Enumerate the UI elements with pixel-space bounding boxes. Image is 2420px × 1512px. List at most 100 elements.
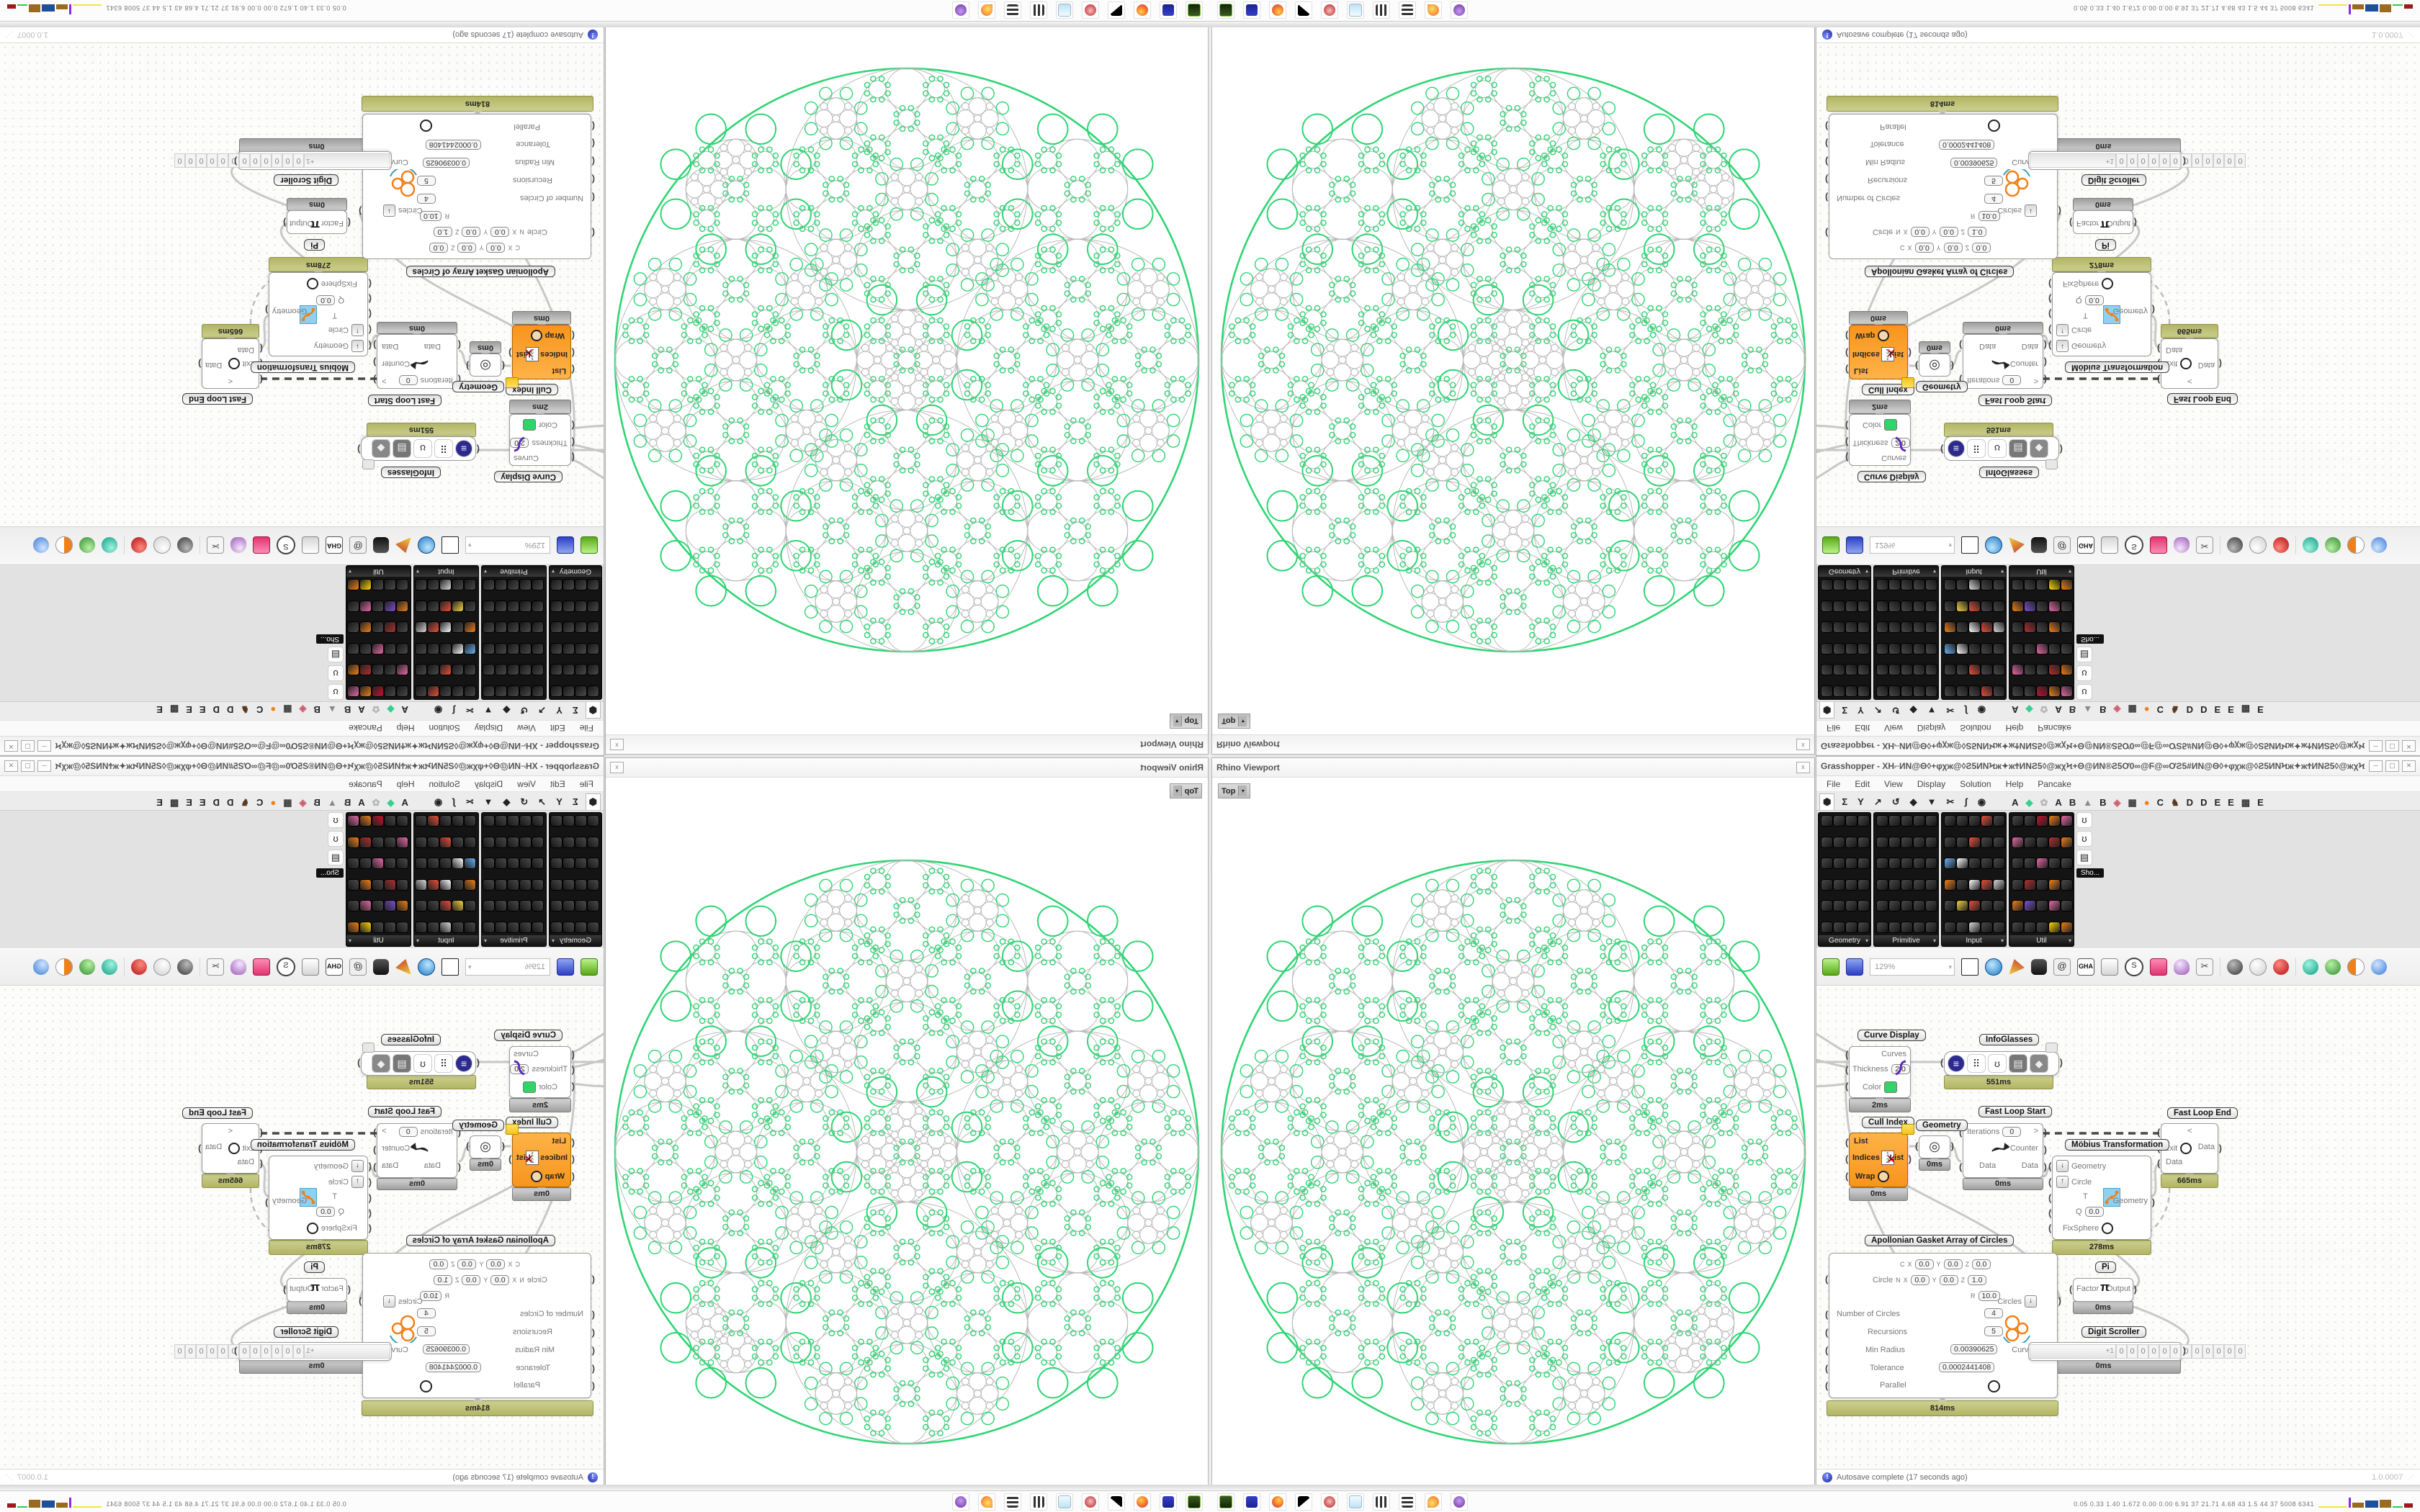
component-icon[interactable] — [1888, 921, 1901, 933]
palette-icon-grid[interactable] — [2009, 577, 2074, 699]
chevron-down-icon[interactable]: ▾ — [1173, 786, 1182, 796]
taskbar-icon-console-green[interactable] — [1217, 1, 1234, 19]
palette-footer[interactable]: Input — [414, 935, 478, 946]
component-icon[interactable] — [2036, 900, 2048, 912]
tab-sets[interactable]: Y — [556, 705, 563, 716]
tab-surface[interactable]: ◆ — [503, 796, 511, 807]
palette-icon-grid[interactable] — [1942, 577, 2006, 699]
component-icon[interactable] — [1833, 600, 1845, 612]
min-radius-value[interactable]: 0.00390625 — [1950, 1344, 1998, 1354]
recursions-value[interactable]: 5 — [417, 176, 436, 186]
component-icon[interactable] — [575, 642, 587, 654]
component-icon[interactable] — [347, 664, 359, 676]
menu-file[interactable]: File — [1827, 723, 1841, 734]
node-infoglasses[interactable]: ( ≡ ⠿ ʊ ▤ ◆ ) — [357, 436, 480, 461]
component-icon[interactable] — [587, 836, 599, 848]
tab-plugin[interactable]: E — [186, 704, 192, 715]
viewport-canvas[interactable]: Top ▾ — [1212, 778, 1814, 1485]
n-x[interactable]: 0.0 — [1910, 1275, 1930, 1285]
taskbar-icon-firefox[interactable] — [1269, 1, 1286, 19]
component-icon[interactable] — [1925, 600, 1937, 612]
component-icon[interactable] — [483, 579, 495, 591]
component-icon[interactable] — [1968, 685, 1981, 697]
viewport-canvas[interactable]: Top ▾ — [606, 778, 1208, 1485]
tab-plugin[interactable]: ◈ — [2113, 704, 2121, 715]
component-icon[interactable] — [372, 642, 384, 654]
component-icon[interactable] — [1981, 600, 1993, 612]
node-fast-loop-start[interactable]: Iterations 0 > Counter Data Data ( ( ) )… — [1959, 1123, 2047, 1178]
component-icon[interactable] — [532, 642, 544, 654]
component-icon[interactable] — [439, 642, 452, 654]
node-infoglasses[interactable]: ( ≡ ⠿ ʊ ▤ ◆ ) — [1940, 1051, 2063, 1076]
component-icon[interactable] — [2036, 642, 2048, 654]
node-curve-display[interactable]: Curves Thickness 2.0 Color ( ( ( — [1845, 1046, 1911, 1098]
component-icon[interactable] — [1981, 878, 1993, 891]
sketch-pen-icon[interactable] — [2009, 537, 2025, 553]
component-icon[interactable] — [359, 900, 372, 912]
palette-footer[interactable]: Util — [2009, 566, 2074, 577]
sphere-orange-icon[interactable] — [55, 958, 73, 976]
component-icon[interactable] — [439, 579, 452, 591]
node-label-fast-loop-start[interactable]: Fast Loop Start — [367, 1106, 442, 1117]
taskbar-icon-floppy-64[interactable] — [1160, 1493, 1177, 1511]
component-icon[interactable] — [396, 836, 408, 848]
tab-plugin[interactable]: B — [2099, 704, 2107, 715]
parallel-toggle[interactable] — [420, 120, 432, 132]
color-swatch[interactable] — [522, 419, 536, 431]
tolerance-value[interactable]: 0.0002441408 — [1939, 1362, 1995, 1372]
component-icon[interactable] — [427, 921, 439, 933]
component-icon[interactable] — [1857, 836, 1870, 848]
component-icon[interactable] — [464, 621, 476, 634]
component-icon[interactable] — [587, 900, 599, 912]
glasses-icon[interactable]: ʊ — [328, 812, 344, 828]
comment-bubble-icon[interactable] — [362, 1043, 375, 1053]
component-icon[interactable] — [1944, 836, 1956, 848]
component-icon[interactable] — [1993, 621, 2005, 634]
tab-plugin[interactable]: D — [226, 704, 234, 715]
wrap-toggle[interactable] — [1878, 1171, 1890, 1182]
taskbar-icon-firefox-flame[interactable] — [978, 1, 995, 19]
sphere-dark-icon[interactable] — [177, 959, 193, 975]
wrap-toggle[interactable] — [530, 1171, 542, 1182]
palette-footer[interactable]: Primitive — [482, 935, 546, 946]
component-icon[interactable] — [507, 921, 519, 933]
component-icon[interactable] — [1845, 878, 1857, 891]
component-icon[interactable] — [2048, 878, 2061, 891]
lightbulb-icon[interactable] — [2174, 959, 2190, 975]
component-icon[interactable] — [563, 621, 575, 634]
tab-transform[interactable]: ʃ — [1964, 796, 1968, 807]
tab-plugin[interactable]: E — [199, 704, 206, 715]
component-icon[interactable] — [2024, 685, 2036, 697]
component-icon[interactable] — [1888, 836, 1901, 848]
glasses-icon[interactable]: ʊ — [328, 684, 344, 700]
component-icon[interactable] — [1833, 836, 1845, 848]
tab-display[interactable]: ◉ — [1977, 796, 1986, 807]
node-geometry[interactable]: ◎ ( ) — [466, 1135, 505, 1158]
viewport-titlebar[interactable]: Rhino Viewport x — [606, 734, 1208, 754]
digit-scroller-lead[interactable]: +1 — [304, 153, 390, 168]
component-icon[interactable] — [347, 921, 359, 933]
sphere-orange-icon[interactable] — [55, 536, 73, 554]
tab-sets[interactable]: Y — [556, 796, 563, 807]
n-x[interactable]: 0.0 — [490, 1275, 510, 1285]
component-icon[interactable] — [2024, 621, 2036, 634]
puzzle-icon[interactable]: ◆ — [2030, 1054, 2048, 1073]
viewport-canvas[interactable]: Top ▾ — [1212, 27, 1814, 734]
node-pi[interactable]: Factor π Output ( ) — [2069, 1278, 2137, 1302]
node-label-mobius[interactable]: Möbius Transformation — [250, 1139, 355, 1151]
palette-footer[interactable]: Util — [346, 935, 411, 946]
component-icon[interactable] — [507, 621, 519, 634]
component-icon[interactable] — [2048, 664, 2061, 676]
menu-edit[interactable]: Edit — [1855, 723, 1870, 734]
comment-bubble-icon[interactable] — [2045, 1043, 2058, 1053]
component-icon[interactable] — [2048, 600, 2061, 612]
parallel-toggle[interactable] — [1988, 1380, 2000, 1392]
component-icon[interactable] — [1968, 836, 1981, 848]
component-icon[interactable] — [1913, 858, 1925, 870]
color-swatch[interactable] — [1884, 419, 1898, 431]
min-radius-value[interactable]: 0.00390625 — [422, 158, 470, 168]
sphere-blue-icon[interactable] — [2371, 959, 2387, 975]
component-icon[interactable] — [1821, 900, 1833, 912]
